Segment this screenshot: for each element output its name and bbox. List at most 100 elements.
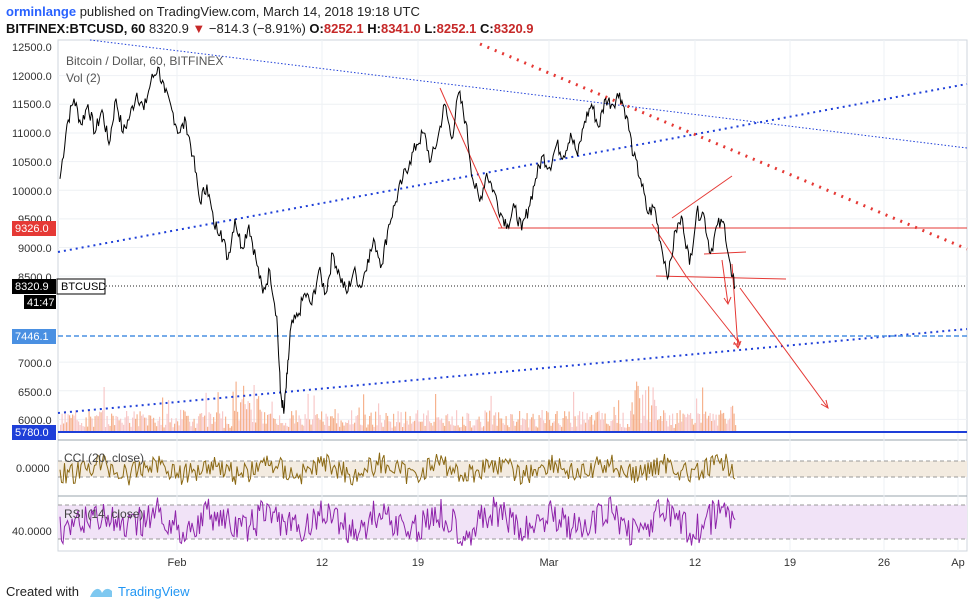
time-tick-mar: Mar — [540, 557, 559, 569]
volume-bar — [483, 426, 485, 432]
volume-bar — [424, 425, 426, 432]
volume-bar — [735, 425, 737, 432]
arrow-4 — [739, 287, 829, 409]
tag-5780-bg — [12, 425, 56, 440]
volume-bar — [477, 419, 479, 432]
volume-bar — [453, 425, 455, 432]
volume-bar — [643, 415, 645, 432]
volume-bar — [529, 419, 531, 432]
tradingview-brand-link[interactable]: TradingView — [118, 584, 190, 599]
tag-7446-bg — [12, 329, 56, 344]
tag-9326-bg — [12, 221, 56, 236]
volume-bar — [81, 423, 83, 432]
volume-bar — [97, 416, 99, 432]
volume-bar — [520, 425, 522, 432]
volume-bar — [229, 427, 231, 432]
volume-bar — [639, 398, 641, 432]
volume-bar — [117, 416, 119, 432]
volume-bar — [261, 411, 263, 432]
volume-bar — [394, 426, 396, 432]
red-wedge-bottom[interactable] — [651, 223, 687, 277]
volume-bar — [466, 412, 468, 432]
volume-bar — [303, 425, 305, 432]
red-small-line[interactable] — [703, 251, 747, 255]
volume-bar — [171, 418, 173, 432]
volume-bar — [451, 416, 453, 432]
volume-bar — [244, 404, 246, 432]
volume-bar — [580, 424, 582, 432]
volume-bar — [114, 425, 116, 432]
chart-area[interactable]: Bitcoin / Dollar, 60, BITFINEX Vol (2) C… — [0, 0, 973, 578]
volume-bar — [349, 424, 351, 432]
volume-bar — [132, 417, 134, 432]
volume-bar — [613, 406, 615, 432]
volume-bar — [594, 420, 596, 432]
volume-bar — [517, 419, 519, 432]
volume-bar — [298, 415, 300, 432]
volume-bar — [721, 413, 723, 432]
volume-bar — [532, 413, 534, 432]
volume-bar — [195, 427, 197, 432]
pane-title: Bitcoin / Dollar, 60, BITFINEX — [66, 54, 223, 68]
volume-bar — [292, 415, 294, 432]
volume-bar — [561, 426, 563, 432]
volume-bar — [583, 419, 585, 432]
trendline-mid-blue[interactable] — [57, 83, 968, 253]
volume-bar — [252, 422, 254, 432]
volume-bar — [289, 418, 291, 432]
volume-bar — [147, 425, 149, 432]
volume-bar — [153, 417, 155, 432]
volume-bar — [511, 414, 513, 432]
volume-bar — [660, 416, 662, 432]
tag-symbol-bg — [56, 278, 106, 295]
volume-bar — [426, 415, 428, 432]
volume-bar — [235, 381, 237, 432]
trendline-lower-blue[interactable] — [57, 328, 968, 414]
volume-bar — [546, 411, 548, 432]
volume-bar — [301, 424, 303, 432]
volume-bar — [633, 414, 635, 432]
volume-bar — [360, 424, 362, 432]
trendline-red-dotted[interactable] — [479, 42, 968, 251]
volume-bar — [385, 413, 387, 432]
volume-bar — [519, 411, 521, 432]
volume-bar — [121, 422, 123, 432]
volume-bar — [541, 410, 543, 432]
chart-header: orminlange published on TradingView.com,… — [0, 0, 973, 40]
low-label: L: — [424, 21, 437, 36]
volume-bar — [204, 415, 206, 432]
volume-bar — [406, 420, 408, 432]
volume-bar — [99, 411, 101, 432]
volume-bar — [499, 418, 501, 432]
volume-bar — [336, 423, 338, 432]
volume-bar — [331, 416, 333, 432]
volume-bar — [391, 427, 393, 432]
volume-bar — [543, 420, 545, 432]
volume-bar — [250, 409, 252, 432]
volume-bar — [624, 427, 626, 432]
red-wedge-top[interactable] — [671, 175, 733, 219]
volume-bar — [322, 421, 324, 432]
volume-bar — [100, 412, 102, 432]
volume-bar — [492, 424, 494, 432]
volume-bar — [69, 415, 71, 432]
red-drop-line[interactable] — [439, 87, 503, 229]
volume-bar — [123, 424, 125, 432]
volume-bar — [433, 421, 435, 432]
author-link[interactable]: orminlange — [6, 4, 77, 19]
volume-bar — [696, 398, 698, 432]
volume-bar — [478, 416, 480, 432]
volume-bar — [324, 424, 326, 432]
red-arrows[interactable] — [685, 259, 829, 410]
trendline-upper-blue[interactable] — [89, 39, 968, 149]
cci-series-line — [59, 452, 736, 486]
volume-bar — [715, 414, 717, 432]
volume-bar — [456, 410, 458, 432]
red-support-line[interactable] — [655, 275, 787, 280]
volume-bar — [544, 423, 546, 432]
volume-bar — [103, 387, 105, 432]
volume-bar — [664, 412, 666, 432]
volume-bar — [126, 411, 128, 432]
volume-bar — [315, 415, 317, 432]
volume-bar — [370, 412, 372, 432]
